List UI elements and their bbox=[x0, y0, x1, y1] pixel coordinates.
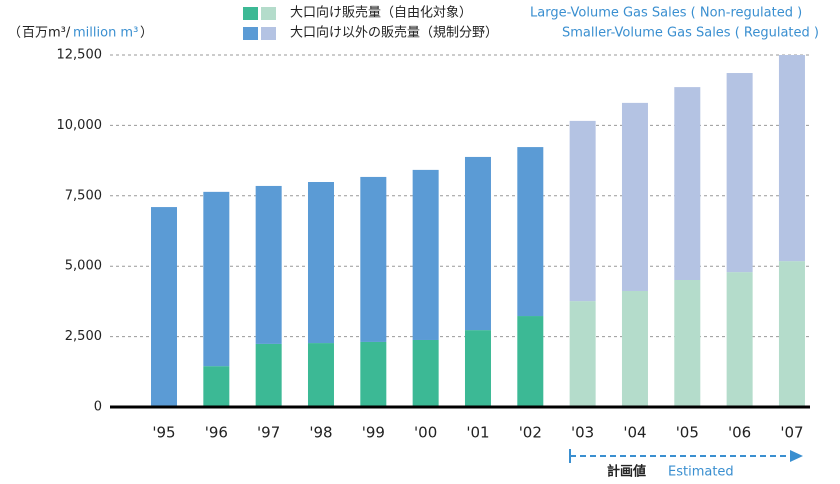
legend-label: 大口向け以外の販売量（規制分野） bbox=[290, 25, 498, 41]
y-tick-label: 7,500 bbox=[65, 188, 102, 203]
y-tick-label: 2,500 bbox=[65, 329, 102, 344]
bar-segment bbox=[517, 147, 544, 317]
bar-segment bbox=[203, 366, 230, 407]
bar-segment bbox=[255, 185, 282, 344]
x-tick-label: '95 bbox=[152, 424, 175, 442]
legend-swatch-estimated bbox=[261, 27, 276, 40]
bar-segment bbox=[412, 169, 439, 340]
bar-segment bbox=[726, 73, 753, 273]
x-tick-label: '01 bbox=[466, 424, 489, 442]
y-unit-close: ） bbox=[140, 26, 153, 41]
estimated-arrow-head bbox=[790, 450, 803, 462]
bar-segment bbox=[412, 339, 439, 407]
bar-segment bbox=[778, 55, 805, 262]
bar-segment bbox=[203, 191, 230, 367]
y-label: 百万m³/ bbox=[22, 26, 71, 41]
bar-segment bbox=[621, 102, 648, 291]
x-tick-label: '98 bbox=[309, 424, 332, 442]
x-tick-label: '06 bbox=[728, 424, 751, 442]
x-tick-label: '96 bbox=[205, 424, 228, 442]
x-tick-label: '04 bbox=[623, 424, 646, 442]
x-tick-label: '97 bbox=[257, 424, 280, 442]
y-tick-label: 0 bbox=[94, 400, 102, 415]
legend-swatch bbox=[243, 7, 258, 20]
bar-segment bbox=[569, 301, 596, 407]
bar-segment bbox=[464, 330, 491, 407]
bar-segment bbox=[307, 182, 334, 344]
bar-segment bbox=[778, 261, 805, 407]
bar-segment bbox=[255, 343, 282, 407]
bar-segment bbox=[569, 120, 596, 302]
bar-segment bbox=[674, 87, 701, 280]
y-label-en: million m³ bbox=[73, 26, 138, 41]
bar-segment bbox=[517, 316, 544, 407]
y-unit-open: （ bbox=[8, 26, 21, 41]
x-tick-label: '07 bbox=[780, 424, 803, 442]
bar-segment bbox=[360, 341, 387, 407]
y-tick-label: 10,000 bbox=[57, 118, 103, 133]
legend-label: 大口向け販売量（自由化対象） bbox=[290, 5, 472, 21]
y-tick-label: 12,500 bbox=[57, 48, 103, 63]
bar-segment bbox=[621, 290, 648, 407]
legend-swatch bbox=[243, 27, 258, 40]
legend-label-en: Smaller-Volume Gas Sales ( Regulated ) bbox=[562, 26, 819, 41]
bar-segment bbox=[151, 207, 177, 407]
x-tick-label: '03 bbox=[571, 424, 594, 442]
legend-label-en: Large-Volume Gas Sales ( Non-regulated ) bbox=[530, 6, 802, 21]
bar-segment bbox=[674, 279, 701, 407]
x-tick-label: '00 bbox=[414, 424, 437, 442]
bar-segment bbox=[307, 343, 334, 407]
y-tick-label: 5,000 bbox=[65, 259, 102, 274]
bar-segment bbox=[360, 176, 387, 342]
x-tick-label: '02 bbox=[519, 424, 542, 442]
estimated-label-en: Estimated bbox=[668, 465, 734, 480]
legend-swatch-estimated bbox=[261, 7, 276, 20]
bar-segment bbox=[726, 272, 753, 407]
x-tick-label: '99 bbox=[362, 424, 385, 442]
estimated-label: 計画値 bbox=[607, 464, 646, 480]
x-tick-label: '05 bbox=[676, 424, 699, 442]
bar-segment bbox=[464, 156, 491, 331]
